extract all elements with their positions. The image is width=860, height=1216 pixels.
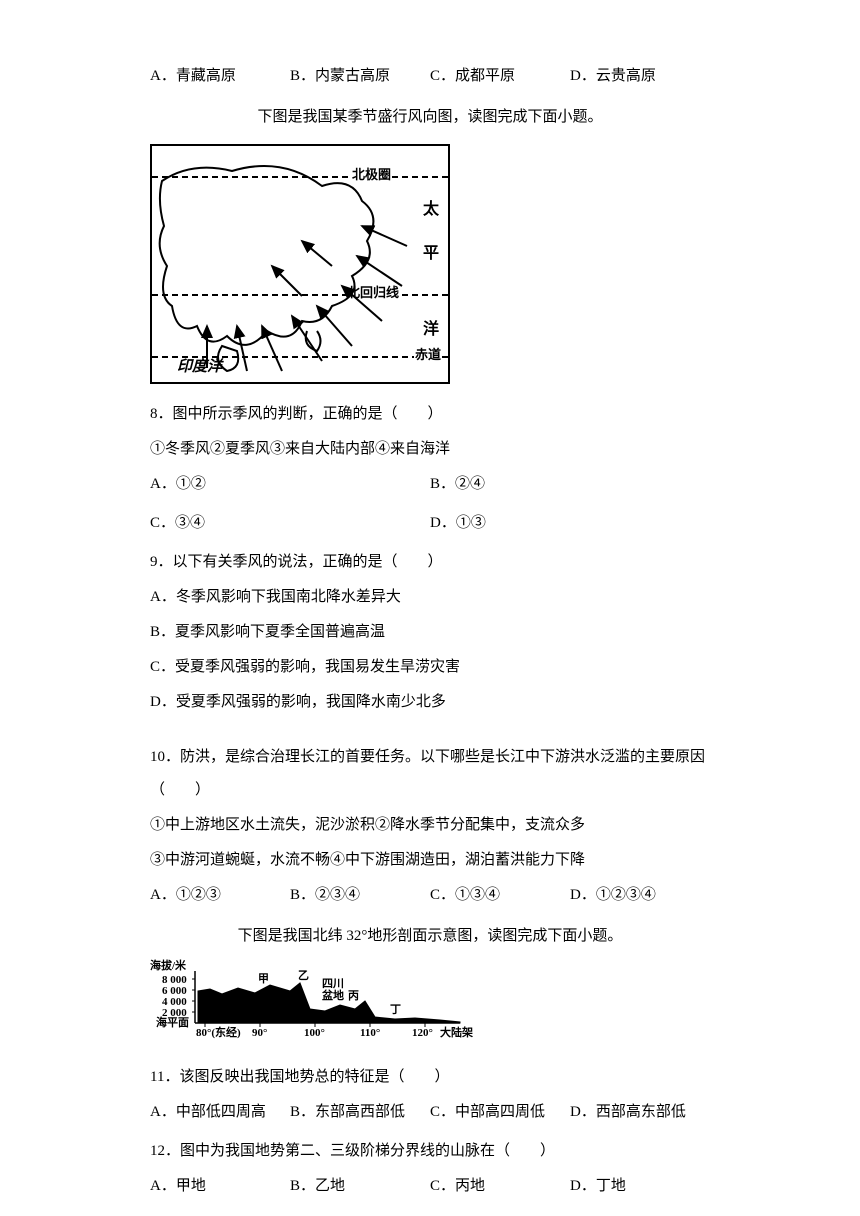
q11-opt-a: A．中部低四周高 bbox=[150, 1096, 290, 1129]
q11-opt-d: D．西部高东部低 bbox=[570, 1096, 710, 1129]
q10-opt-c: C．①③④ bbox=[430, 879, 570, 912]
profile-x90: 90° bbox=[252, 1028, 267, 1039]
q10-opt-a: A．①②③ bbox=[150, 879, 290, 912]
q10-line1: ①中上游地区水土流失，泥沙淤积②降水季节分配集中，支流众多 bbox=[150, 809, 710, 842]
profile-ylabel: 海拔/米 bbox=[150, 961, 186, 972]
q10-options: A．①②③ B．②③④ C．①③④ D．①②③④ bbox=[150, 879, 710, 912]
q8-options-row1: A．①② B．②④ bbox=[150, 468, 710, 501]
fig1-container: 北极圈 北回归线 赤道 太 平 洋 印度洋 bbox=[150, 144, 710, 384]
profile-sichuan2: 盆地 bbox=[322, 991, 344, 1002]
profile-bing: 丙 bbox=[348, 991, 359, 1002]
q11-options: A．中部低四周高 B．东部高西部低 C．中部高四周低 D．西部高东部低 bbox=[150, 1096, 710, 1129]
q8-list: ①冬季风②夏季风③来自大陆内部④来自海洋 bbox=[150, 433, 710, 466]
q12-opt-c: C．丙地 bbox=[430, 1170, 570, 1203]
terrain-profile: 海拔/米 8 000 6 000 4 000 2 000 海平面 甲 乙 四川 … bbox=[150, 961, 480, 1051]
q8-opt-b: B．②④ bbox=[430, 468, 710, 501]
q12-opt-a: A．甲地 bbox=[150, 1170, 290, 1203]
q12-opt-b: B．乙地 bbox=[290, 1170, 430, 1203]
q12-stem: 12．图中为我国地势第二、三级阶梯分界线的山脉在（ ） bbox=[150, 1135, 710, 1168]
q12-options: A．甲地 B．乙地 C．丙地 D．丁地 bbox=[150, 1170, 710, 1203]
q9-opt-b: B．夏季风影响下夏季全国普遍高温 bbox=[150, 616, 710, 649]
profile-ding: 丁 bbox=[390, 1005, 401, 1016]
q9-opt-a: A．冬季风影响下我国南北降水差异大 bbox=[150, 581, 710, 614]
fig2-intro: 下图是我国北纬 32°地形剖面示意图，读图完成下面小题。 bbox=[150, 920, 710, 953]
q8-stem: 8．图中所示季风的判断，正确的是（ ） bbox=[150, 398, 710, 431]
q7-opt-c: C．成都平原 bbox=[430, 60, 570, 93]
q12-opt-d: D．丁地 bbox=[570, 1170, 710, 1203]
q10-opt-b: B．②③④ bbox=[290, 879, 430, 912]
profile-x100: 100° bbox=[304, 1028, 325, 1039]
q9-opt-c: C．受夏季风强弱的影响，我国易发生旱涝灾害 bbox=[150, 651, 710, 684]
q10-opt-d: D．①②③④ bbox=[570, 879, 710, 912]
profile-sichuan1: 四川 bbox=[322, 979, 344, 990]
q8-options-row2: C．③④ D．①③ bbox=[150, 507, 710, 540]
q9-stem: 9．以下有关季风的说法，正确的是（ ） bbox=[150, 546, 710, 579]
profile-x80: 80°(东经) bbox=[196, 1028, 241, 1039]
q7-opt-d: D．云贵高原 bbox=[570, 60, 710, 93]
q11-opt-c: C．中部高四周低 bbox=[430, 1096, 570, 1129]
q7-opt-a: A．青藏高原 bbox=[150, 60, 290, 93]
q8-opt-d: D．①③ bbox=[430, 507, 710, 540]
profile-shelf: 大陆架 bbox=[440, 1028, 473, 1039]
q9-opt-d: D．受夏季风强弱的影响，我国降水南少北多 bbox=[150, 686, 710, 719]
monsoon-map: 北极圈 北回归线 赤道 太 平 洋 印度洋 bbox=[150, 144, 450, 384]
fig1-intro: 下图是我国某季节盛行风向图，读图完成下面小题。 bbox=[150, 101, 710, 134]
q10-line2: ③中游河道蜿蜒，水流不畅④中下游围湖造田，湖泊蓄洪能力下降 bbox=[150, 844, 710, 877]
q10-stem: 10．防洪，是综合治理长江的首要任务。以下哪些是长江中下游洪水泛滥的主要原因（ … bbox=[150, 741, 710, 807]
map-svg bbox=[152, 146, 450, 384]
profile-jia: 甲 bbox=[258, 974, 269, 985]
q8-opt-a: A．①② bbox=[150, 468, 430, 501]
profile-x120: 120° bbox=[412, 1028, 433, 1039]
profile-x110: 110° bbox=[360, 1028, 380, 1039]
profile-yi: 乙 bbox=[298, 971, 309, 982]
q7-opt-b: B．内蒙古高原 bbox=[290, 60, 430, 93]
profile-sealevel: 海平面 bbox=[156, 1018, 189, 1029]
q8-opt-c: C．③④ bbox=[150, 507, 430, 540]
q11-opt-b: B．东部高西部低 bbox=[290, 1096, 430, 1129]
q7-options: A．青藏高原 B．内蒙古高原 C．成都平原 D．云贵高原 bbox=[150, 60, 710, 93]
q11-stem: 11．该图反映出我国地势总的特征是（ ） bbox=[150, 1061, 710, 1094]
